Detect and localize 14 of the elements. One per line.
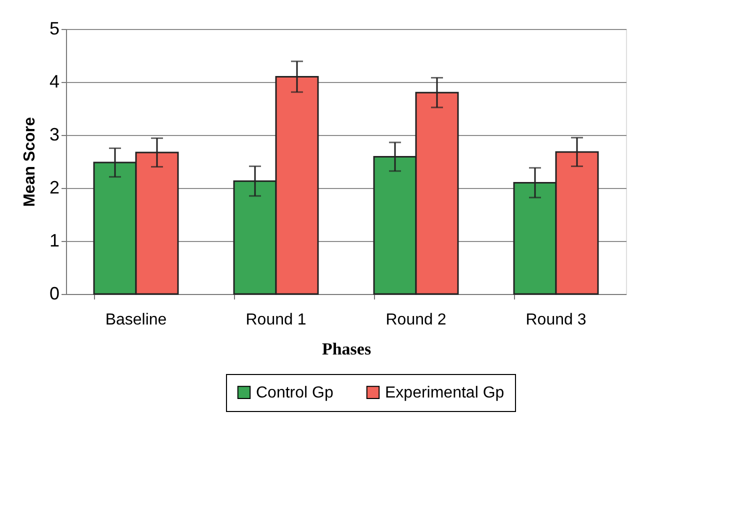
x-axis-title: Phases <box>322 340 372 358</box>
y-tick-label: 4 <box>49 72 60 92</box>
x-tick-label: Round 2 <box>386 312 446 328</box>
y-tick-label: 3 <box>49 124 60 144</box>
x-tick-label: Round 3 <box>526 312 586 328</box>
y-axis-title: Mean Score <box>21 116 38 207</box>
y-tick-label: 0 <box>49 284 60 304</box>
x-tick-label: Baseline <box>105 312 167 328</box>
y-tick-label: 1 <box>49 230 60 250</box>
legend-label: Control Gp <box>256 384 334 402</box>
y-tick-label: 2 <box>49 178 60 198</box>
legend-label: Experimental Gp <box>385 384 504 402</box>
y-tick-label: 5 <box>49 18 60 38</box>
x-tick-label: Round 1 <box>246 312 306 328</box>
